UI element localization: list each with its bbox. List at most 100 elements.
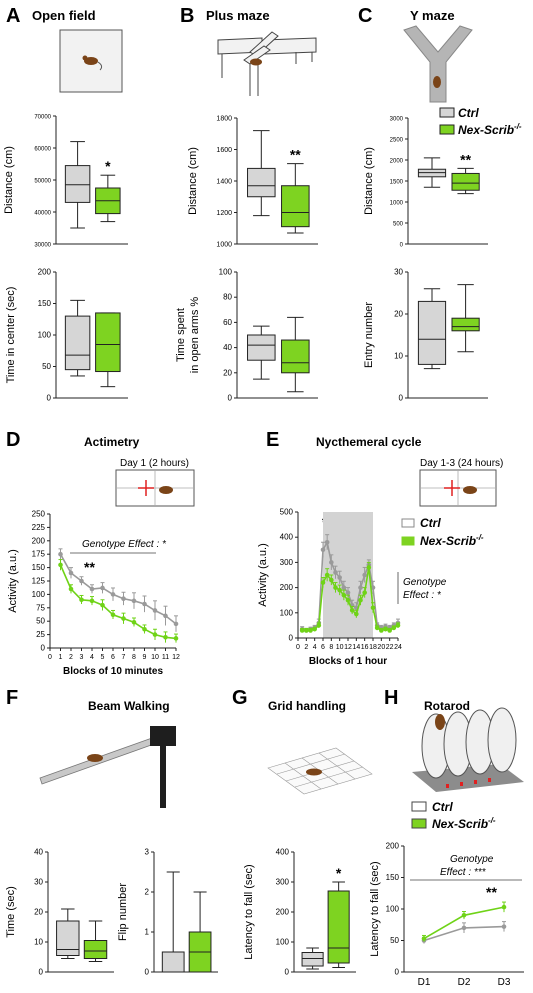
y-tick-label: 20 (223, 368, 232, 377)
data-point (333, 570, 338, 575)
y-tick-label: 150 (386, 873, 400, 882)
data-point (131, 619, 137, 625)
x-tick-label: 22 (386, 644, 394, 651)
series-ctrl (58, 548, 179, 632)
y-tick-label: 0 (399, 394, 404, 403)
y-tick-label: 40 (223, 343, 232, 352)
data-point (329, 577, 334, 583)
data-point (163, 613, 168, 619)
legend-c: Ctrl Nex-Scrib-/- (439, 106, 522, 137)
box-body (64, 165, 91, 203)
y-tick-label: 25 (36, 630, 45, 639)
box-mut (281, 163, 310, 234)
box-body (301, 952, 324, 967)
panel-title-g: Grid handling (268, 699, 346, 713)
y-tick-label: 0 (228, 394, 233, 403)
box-mut (281, 316, 310, 393)
y-tick-label: 200 (38, 268, 52, 277)
legend-h-ctrl-label: Ctrl (432, 800, 453, 814)
data-point (110, 592, 116, 597)
box-mut (451, 284, 480, 353)
x-tick-label: 18 (369, 644, 377, 651)
x-tick-label: 16 (361, 644, 369, 651)
data-point (100, 602, 105, 608)
plus-maze-illustration (217, 31, 317, 96)
x-tick-label: 4 (313, 644, 317, 651)
data-point (121, 616, 126, 621)
box-body (95, 312, 121, 373)
y-tick-label: 225 (32, 523, 46, 532)
x-tick-label: 0 (296, 644, 300, 651)
data-point (337, 587, 342, 593)
y-axis-label: Time spent (175, 308, 187, 362)
y-tick-label: 0 (289, 634, 294, 643)
y-tick-label: 2000 (390, 159, 404, 165)
data-point (383, 626, 388, 632)
box-mut (95, 174, 121, 223)
y-tick-label: 10 (394, 352, 403, 361)
data-point (461, 925, 467, 931)
x-tick-label: D1 (418, 977, 431, 988)
series-mut (58, 559, 179, 643)
data-point (308, 628, 313, 633)
mouse-icon (87, 754, 103, 762)
y-axis-label: in open arms % (189, 297, 201, 374)
series-mut (299, 561, 401, 633)
y-axis-label: Distance (cm) (187, 147, 199, 215)
y-tick-label: 70000 (34, 115, 51, 121)
panel-letter-h: H (384, 687, 398, 709)
data-point (362, 572, 367, 578)
data-point (100, 585, 105, 591)
y-tick-label: 250 (32, 510, 46, 519)
grid-illustration (267, 747, 373, 795)
panel-title-a: Open field (32, 8, 96, 23)
y-tick-label: 125 (32, 577, 46, 586)
data-point (304, 628, 309, 633)
y-tick-label: 40000 (34, 211, 51, 217)
data-point (89, 598, 95, 604)
mouse-icon (159, 486, 173, 494)
y-axis-label: Entry number (363, 302, 375, 368)
panel-title-h: Rotarod (424, 699, 470, 713)
box-body (247, 167, 276, 198)
y-tick-label: 1200 (216, 210, 232, 217)
y-tick-label: 500 (393, 222, 404, 228)
data-point (501, 904, 507, 910)
y-tick-label: 50000 (34, 179, 51, 185)
y-tick-label: 0 (41, 644, 46, 653)
mouse-icon (463, 486, 477, 494)
data-point (89, 586, 95, 592)
x-tick-label: 20 (377, 644, 385, 651)
genotype-effect-e-line1: Genotype (403, 577, 447, 588)
data-point (58, 551, 63, 557)
box-chart-b2: 0 20 40 60 80 100 Time spent in open arms % (175, 268, 318, 403)
y-tick-label: 1400 (216, 179, 232, 186)
y-tick-label: 500 (280, 508, 294, 517)
x-tick-label: 6 (111, 654, 115, 661)
y-tick-label: 1000 (216, 242, 232, 249)
data-point (320, 580, 326, 585)
x-axis-label: Blocks of 1 hour (309, 656, 387, 667)
x-tick-label: 14 (352, 644, 360, 651)
data-point (324, 572, 330, 578)
box-body (247, 334, 276, 361)
data-point (379, 628, 384, 633)
box-mut (327, 881, 350, 968)
y-tick-label: 3000 (390, 117, 404, 123)
mouse-icon (306, 768, 322, 776)
x-tick-label: 6 (321, 644, 325, 651)
legend-ctrl-label: Ctrl (458, 106, 479, 120)
genotype-effect-d: Genotype Effect : * (82, 539, 167, 550)
nycthemeral-box-label: Day 1-3 (24 hours) (420, 458, 503, 469)
x-tick-label: 5 (101, 654, 105, 661)
data-point (354, 611, 359, 617)
data-point (391, 625, 397, 631)
box-chart-a2: 0 50 100 150 200 Time in center (sec) (5, 268, 128, 403)
data-point (358, 585, 363, 590)
x-axis-label: Blocks of 10 minutes (63, 666, 163, 677)
y-tick-label: 200 (32, 536, 46, 545)
panel-letter-f: F (6, 687, 18, 709)
